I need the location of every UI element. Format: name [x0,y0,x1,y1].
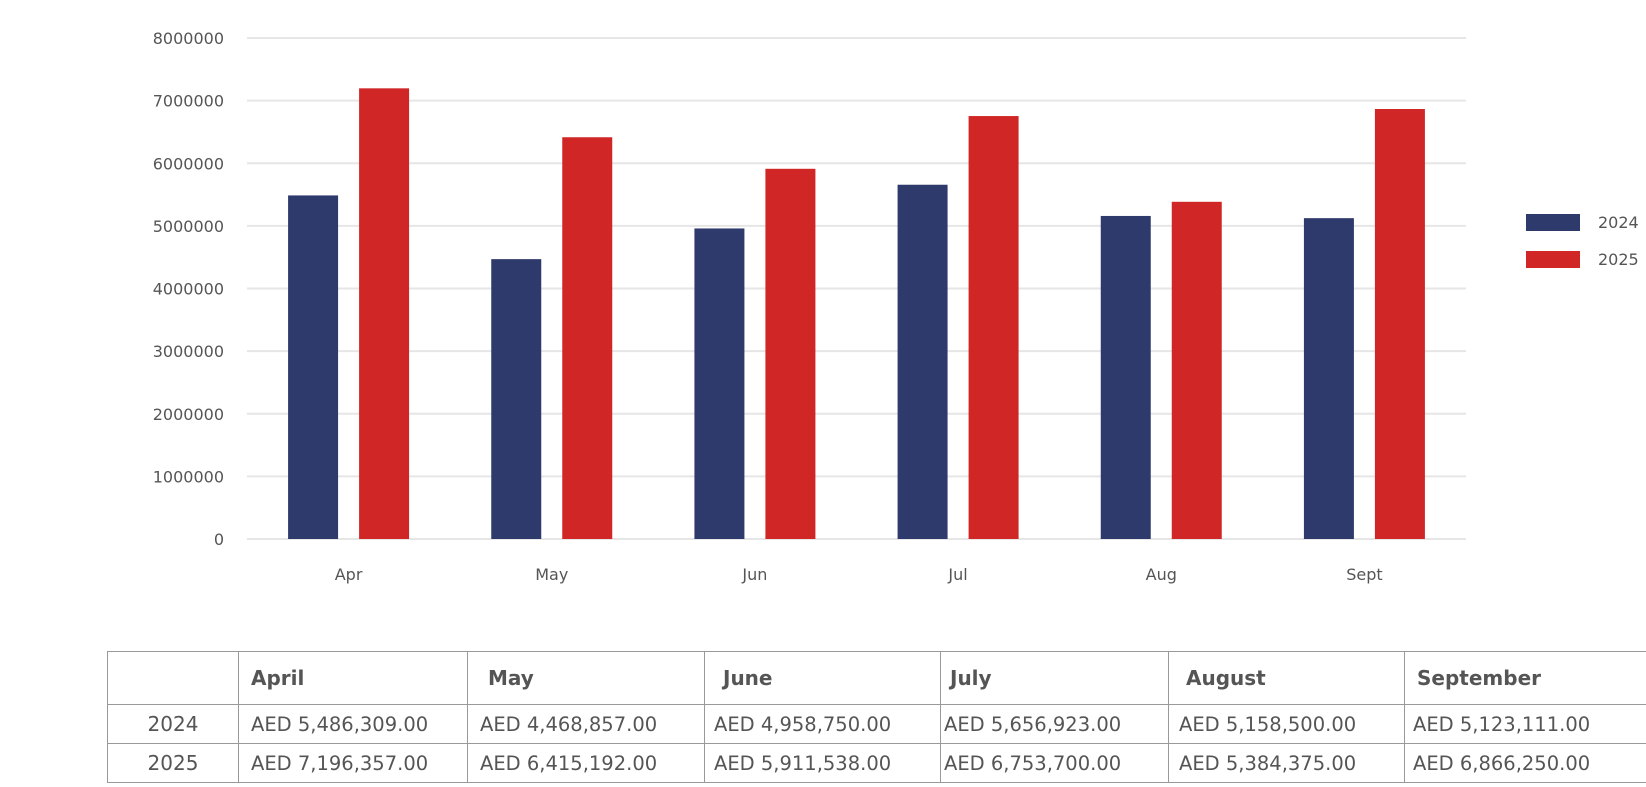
legend-label: 2025 [1598,250,1639,269]
table-cell: AED 4,468,857.00 [467,704,705,744]
table-cell: AED 5,158,500.00 [1168,704,1405,744]
table-cell: AED 5,123,111.00 [1404,704,1646,744]
y-tick-label: 1000000 [153,467,224,486]
bar-2024-may [491,259,542,539]
x-tick-label: Jun [741,565,767,584]
bar-2025-jun [765,168,816,540]
table-header-june: June [704,651,941,705]
legend-swatch-2025 [1526,251,1580,268]
table-header-july: July [940,651,1169,705]
y-tick-label: 5000000 [153,217,224,236]
x-tick-label: Apr [335,565,363,584]
bar-2025-jul [968,116,1019,540]
x-tick-label: Aug [1146,565,1177,584]
bar-2024-sept [1303,218,1354,540]
table-header-september: September [1404,651,1646,705]
table-cell: AED 5,911,538.00 [704,743,941,783]
data-table: April May June July August September 202… [107,651,1646,783]
table-cell: AED 5,486,309.00 [238,704,468,744]
table-row-label: 2025 [107,743,239,783]
table-cell: AED 4,958,750.00 [704,704,941,744]
table-cell: AED 5,656,923.00 [940,704,1169,744]
table-row: 2024 AED 5,486,309.00 AED 4,468,857.00 A… [107,704,1646,744]
y-tick-label: 2000000 [153,405,224,424]
x-tick-label: Sept [1346,565,1382,584]
bar-2024-jun [694,228,745,539]
table-header-april: April [238,651,468,705]
table-row: 2025 AED 7,196,357.00 AED 6,415,192.00 A… [107,743,1646,783]
table-header-row: April May June July August September [107,651,1646,705]
table-cell: AED 5,384,375.00 [1168,743,1405,783]
table-header-august: August [1168,651,1405,705]
bar-2025-sept [1374,109,1425,539]
bar-2024-jul [897,184,948,539]
y-tick-label: 0 [214,530,224,549]
legend-label: 2024 [1598,213,1639,232]
bar-2025-apr [359,88,410,540]
table-cell: AED 7,196,357.00 [238,743,468,783]
y-tick-label: 6000000 [153,154,224,173]
bar-2025-aug [1171,201,1222,539]
x-tick-label: May [535,565,568,584]
table-header-may: May [467,651,705,705]
table-cell: AED 6,866,250.00 [1404,743,1646,783]
y-tick-label: 3000000 [153,342,224,361]
bars [288,88,1425,540]
bar-2024-apr [288,195,339,539]
y-tick-label: 7000000 [153,92,224,111]
table-header-corner [107,651,239,705]
grid-lines [247,37,1466,540]
y-axis: 0 1000000 2000000 3000000 4000000 5000000 6000… [153,29,224,549]
y-tick-label: 8000000 [153,29,224,48]
y-tick-label: 4000000 [153,280,224,299]
bar-2024-aug [1100,215,1151,539]
x-tick-label: Jul [947,565,967,584]
table-cell: AED 6,415,192.00 [467,743,705,783]
bar-2025-may [562,137,613,539]
table-row-label: 2024 [107,704,239,744]
legend: 2024 2025 [1526,213,1639,269]
x-axis: Apr May Jun Jul Aug Sept [335,565,1383,584]
bar-chart: 0 1000000 2000000 3000000 4000000 5000000 6000… [153,29,1639,584]
legend-swatch-2024 [1526,214,1580,231]
table-cell: AED 6,753,700.00 [940,743,1169,783]
